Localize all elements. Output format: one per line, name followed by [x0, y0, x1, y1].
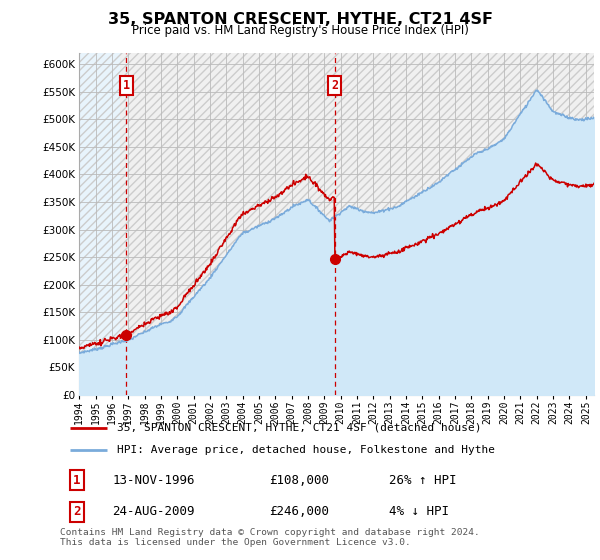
Text: Contains HM Land Registry data © Crown copyright and database right 2024.
This d: Contains HM Land Registry data © Crown c… — [60, 528, 480, 547]
Bar — [79, 53, 120, 395]
Text: 35, SPANTON CRESCENT, HYTHE, CT21 4SF: 35, SPANTON CRESCENT, HYTHE, CT21 4SF — [107, 12, 493, 27]
Text: £246,000: £246,000 — [269, 505, 329, 519]
Text: 2: 2 — [73, 505, 80, 519]
Text: 4% ↓ HPI: 4% ↓ HPI — [389, 505, 449, 519]
Text: Price paid vs. HM Land Registry's House Price Index (HPI): Price paid vs. HM Land Registry's House … — [131, 24, 469, 37]
Text: £108,000: £108,000 — [269, 474, 329, 487]
Text: 24-AUG-2009: 24-AUG-2009 — [112, 505, 194, 519]
Text: HPI: Average price, detached house, Folkestone and Hythe: HPI: Average price, detached house, Folk… — [118, 445, 496, 455]
Text: 13-NOV-1996: 13-NOV-1996 — [112, 474, 194, 487]
Text: 2: 2 — [331, 78, 338, 92]
Text: 1: 1 — [73, 474, 80, 487]
Text: 26% ↑ HPI: 26% ↑ HPI — [389, 474, 457, 487]
Text: 1: 1 — [123, 78, 130, 92]
Text: 35, SPANTON CRESCENT, HYTHE, CT21 4SF (detached house): 35, SPANTON CRESCENT, HYTHE, CT21 4SF (d… — [118, 423, 482, 433]
